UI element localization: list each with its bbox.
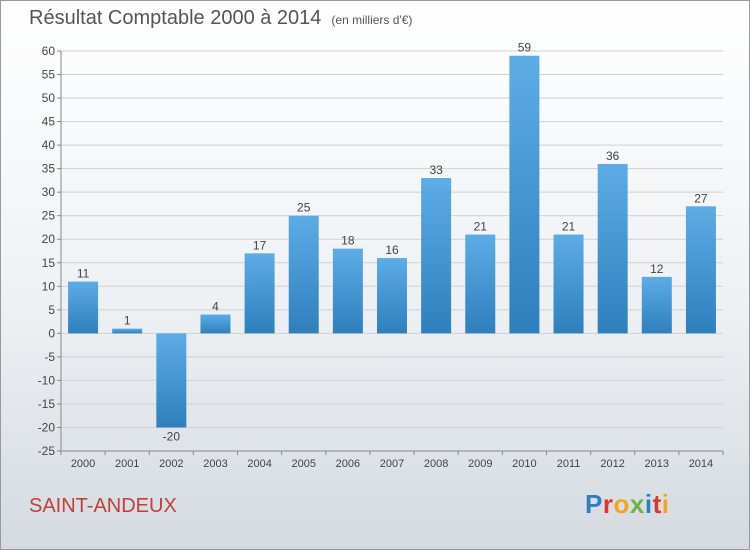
logo-letter: r [602,489,614,519]
bar-2006 [332,248,363,334]
x-tick-label: 2013 [645,458,669,470]
bar-2014 [685,206,716,334]
bar-2012 [597,163,628,334]
data-label: 18 [341,234,355,248]
y-tick-label: 15 [42,256,56,270]
y-tick-label: 60 [42,44,56,58]
y-tick-label: 10 [42,279,56,293]
x-tick-label: 2010 [512,458,536,470]
y-tick-label: 25 [42,209,56,223]
y-tick-label: 20 [42,232,56,246]
y-tick-label: 55 [42,68,56,82]
data-label: 25 [297,201,311,215]
x-tick-label: 2005 [291,458,315,470]
data-label: 59 [518,41,532,55]
logo-letter: P [585,489,603,519]
y-tick-label: -15 [38,397,56,411]
bar-2003 [200,314,231,334]
bar-2009 [465,234,496,334]
x-tick-label: 2004 [247,458,271,470]
logo-letter: o [613,489,630,519]
chart-unit: (en milliers d'€) [331,13,413,27]
y-tick-label: 5 [48,303,55,317]
bars [68,55,716,428]
bar-2001 [112,328,143,334]
bar-2013 [641,276,672,334]
y-tick-label: -5 [44,350,55,364]
x-axis-tick-labels: 2000 2001 2002 2003 2004 2005 2006 2007 2008 2009… [60,451,724,470]
x-tick-label: 2003 [203,458,227,470]
commune-name: SAINT-ANDEUX [29,495,177,517]
chart-title-text: Résultat Comptable 2000 à 2014 [29,7,322,29]
data-label: 1 [124,314,131,328]
x-tick-label: 2000 [71,458,95,470]
data-label: 36 [606,149,620,163]
logo-letter: t [652,489,662,519]
x-tick-label: 2002 [159,458,183,470]
y-tick-label: 35 [42,162,56,176]
data-label: 11 [77,267,90,281]
bar-2008 [421,178,452,334]
y-tick-label: 50 [42,91,56,105]
y-tick-label: 30 [42,185,56,199]
y-tick-label: -20 [38,420,56,434]
proxiti-logo: Proxiti [585,489,669,520]
x-tick-label: 2009 [468,458,492,470]
data-label: 21 [474,220,488,234]
x-tick-label: 2011 [557,458,581,470]
y-tick-label: -25 [38,444,56,458]
data-label: -20 [163,429,181,443]
data-label: 17 [253,238,267,252]
logo-letter: i [661,489,670,519]
data-label: 16 [385,243,399,257]
logo-letter: i [644,489,653,519]
x-tick-label: 2012 [600,458,624,470]
y-tick-label: -10 [38,373,56,387]
x-tick-label: 2008 [424,458,448,470]
data-label: 21 [562,220,576,234]
data-label: 27 [694,191,708,205]
x-tick-label: 2007 [380,458,404,470]
bar-2011 [553,234,584,334]
x-tick-label: 2001 [115,458,139,470]
bar-2005 [288,215,319,334]
bar-2004 [244,253,275,334]
bar-2000 [68,281,99,334]
data-label: 33 [429,163,443,177]
y-tick-label: 0 [48,326,55,340]
bar-2002 [156,333,187,428]
y-tick-label: 40 [42,138,56,152]
x-tick-label: 2014 [689,458,713,470]
x-tick-label: 2006 [336,458,360,470]
bar-2007 [377,258,407,334]
data-label: 12 [650,262,664,276]
chart-title: Résultat Comptable 2000 à 2014 (en millie… [29,7,412,30]
bar-2010 [509,55,540,334]
y-tick-label: 45 [42,115,56,129]
logo-letter: x [629,489,645,519]
data-label: 4 [212,300,219,314]
